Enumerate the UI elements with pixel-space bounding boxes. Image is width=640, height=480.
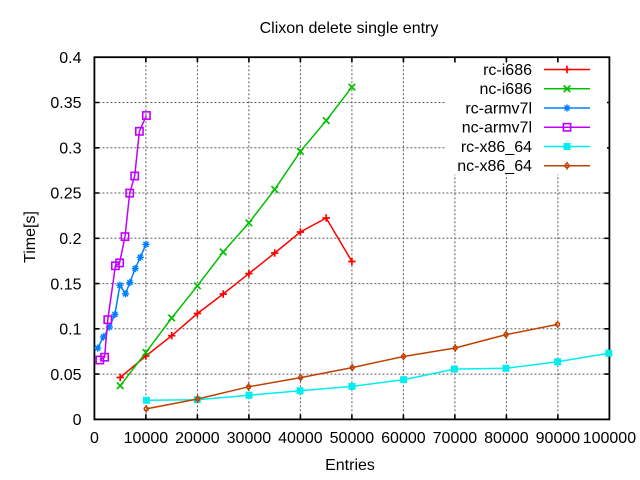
svg-text:Time[s]: Time[s] bbox=[22, 211, 39, 263]
svg-text:100000: 100000 bbox=[583, 430, 636, 447]
svg-text:0.35: 0.35 bbox=[50, 95, 81, 112]
svg-text:0: 0 bbox=[73, 412, 82, 429]
svg-text:40000: 40000 bbox=[278, 430, 323, 447]
svg-text:rc-i686: rc-i686 bbox=[483, 62, 532, 79]
svg-text:60000: 60000 bbox=[381, 430, 426, 447]
svg-text:10000: 10000 bbox=[124, 430, 169, 447]
svg-text:nc-armv7l: nc-armv7l bbox=[462, 120, 532, 137]
svg-text:0.15: 0.15 bbox=[50, 276, 81, 293]
svg-text:50000: 50000 bbox=[330, 430, 375, 447]
svg-text:0: 0 bbox=[90, 430, 99, 447]
svg-text:90000: 90000 bbox=[536, 430, 581, 447]
svg-text:0.4: 0.4 bbox=[59, 50, 81, 67]
svg-text:Entries: Entries bbox=[325, 457, 375, 474]
svg-text:20000: 20000 bbox=[175, 430, 220, 447]
svg-text:nc-i686: nc-i686 bbox=[480, 81, 533, 98]
svg-text:70000: 70000 bbox=[433, 430, 478, 447]
svg-text:0.3: 0.3 bbox=[59, 141, 81, 158]
svg-text:30000: 30000 bbox=[227, 430, 272, 447]
svg-text:rc-x86_64: rc-x86_64 bbox=[461, 139, 532, 156]
svg-text:Clixon delete single entry: Clixon delete single entry bbox=[260, 20, 439, 37]
svg-text:80000: 80000 bbox=[484, 430, 529, 447]
svg-text:rc-armv7l: rc-armv7l bbox=[465, 100, 532, 117]
svg-text:0.05: 0.05 bbox=[50, 367, 81, 384]
svg-text:0.25: 0.25 bbox=[50, 186, 81, 203]
svg-text:0.1: 0.1 bbox=[59, 322, 81, 339]
svg-text:nc-x86_64: nc-x86_64 bbox=[457, 158, 532, 175]
svg-text:0.2: 0.2 bbox=[59, 231, 81, 248]
